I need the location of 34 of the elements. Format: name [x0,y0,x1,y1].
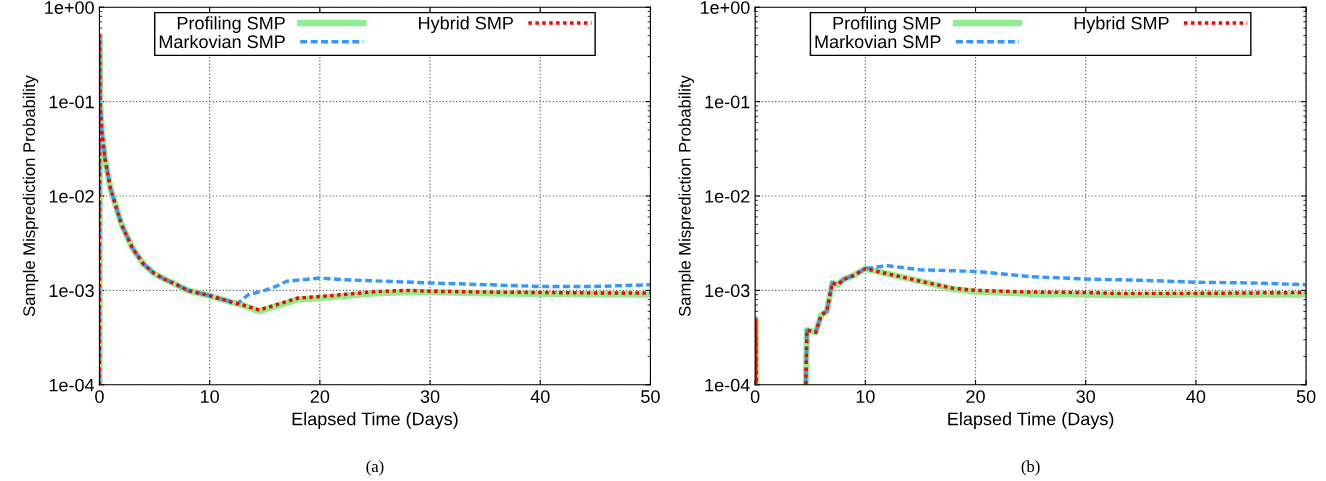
y-tick-label: 1e-04 [705,378,750,392]
y-tick-label: 1e-03 [49,284,94,298]
y-axis-title: Sample Misprediction Probability [22,75,39,317]
x-tick-label: 30 [420,390,440,403]
x-tick-label: 20 [310,390,330,403]
x-tick-label: 40 [530,390,550,403]
x-axis-title: Elapsed Time (Days) [948,412,1114,429]
x-tick-label: 50 [1296,390,1316,403]
legend-label: Markovian SMP [815,34,941,49]
y-tick-label: 1e-02 [705,189,750,203]
legend-label: Hybrid SMP [1074,16,1169,34]
legend-label: Profiling SMP [177,16,285,34]
text: (a) [366,460,384,476]
y-tick-label: 1e-02 [49,189,94,203]
x-axis-title: Elapsed Time (Days) [292,412,458,429]
x-tick-label: 50 [641,390,660,403]
x-tick-label: 0 [95,390,104,403]
legend-label: Markovian SMP [159,34,285,49]
x-tick-label: 10 [856,390,875,403]
y-tick-label: 1e-04 [49,378,95,392]
y-tick-label: 1e-01 [705,95,750,109]
text: (b) [1021,460,1040,476]
x-tick-label: 30 [1076,390,1096,403]
y-tick-label: 1e-03 [705,284,750,298]
y-axis-title: Sample Misprediction Probability [678,75,694,317]
y-tick-label: 1e+00 [700,1,750,14]
x-tick-label: 10 [200,390,219,403]
y-tick-label: 1e+00 [45,1,94,14]
x-tick-label: 40 [1186,390,1206,403]
x-tick-label: 20 [966,390,985,403]
legend-label: Hybrid SMP [419,16,513,34]
y-tick-label: 1e-01 [49,95,94,109]
x-tick-label: 0 [750,390,760,403]
legend-label: Profiling SMP [833,16,941,34]
